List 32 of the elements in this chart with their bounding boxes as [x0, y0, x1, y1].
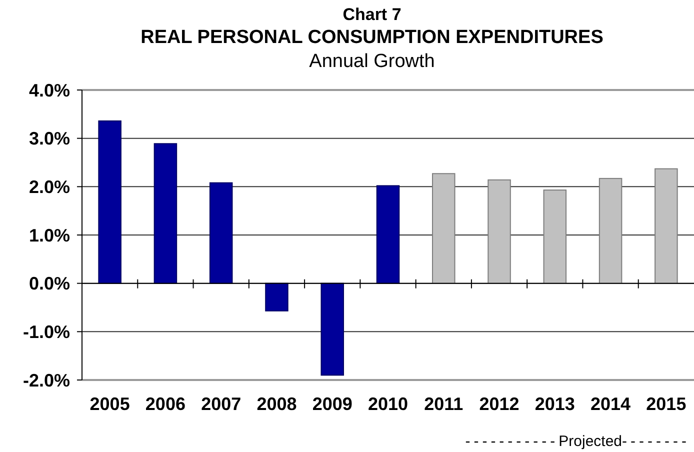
bar: [209, 182, 233, 284]
bar: [265, 282, 288, 312]
bar: [654, 168, 678, 284]
y-tick-label: 3.0%: [28, 128, 70, 149]
y-tick-label: 2.0%: [28, 176, 70, 197]
bar: [598, 178, 622, 284]
bar: [154, 143, 178, 284]
bar: [320, 282, 344, 376]
bar: [98, 120, 122, 284]
x-tick-label: 2012: [479, 394, 520, 414]
chart-title: Chart 7 REAL PERSONAL CONSUMPTION EXPENDITURES: [140, 5, 604, 48]
bar: [376, 185, 400, 284]
x-tick-label: 2005: [90, 394, 130, 414]
chart-subtitle: Annual Growth: [309, 51, 435, 72]
x-tick-label: 2015: [646, 394, 686, 414]
x-tick-label: 2008: [256, 394, 297, 414]
x-tick-label: 2006: [145, 394, 186, 414]
x-tick-label: 2010: [368, 394, 408, 414]
y-tick-label: -1.0%: [22, 322, 70, 342]
y-tick-label: 1.0%: [28, 225, 70, 246]
y-tick-label: 0.0%: [28, 274, 70, 294]
x-tick-label: 2011: [424, 394, 464, 414]
y-tick-label: -2.0%: [22, 370, 70, 390]
bar: [543, 190, 567, 284]
y-tick-label: 4.0%: [28, 80, 70, 100]
x-tick-label: 2014: [590, 394, 631, 414]
text: -----------Projected--------: [465, 433, 690, 450]
bar: [488, 179, 511, 284]
bar: [432, 173, 456, 284]
x-tick-label: 2009: [312, 394, 352, 414]
x-tick-label: 2013: [534, 394, 575, 414]
x-tick-label: 2007: [201, 394, 242, 414]
